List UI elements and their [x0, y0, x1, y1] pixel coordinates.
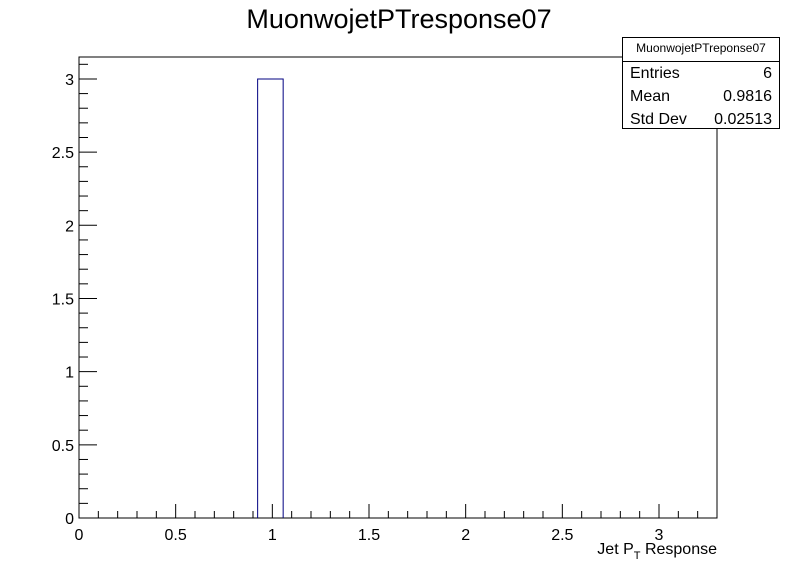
stats-box: MuonwojetPTreponse07 Entries 6 Mean 0.98…	[622, 37, 780, 129]
stddev-label: Std Dev	[630, 111, 687, 128]
y-tick-label: 0.5	[52, 438, 74, 455]
y-tick-label: 2	[65, 218, 74, 235]
x-tick-label: 2.5	[551, 527, 573, 544]
plot-frame	[78, 56, 718, 519]
mean-label: Mean	[630, 88, 671, 105]
x-axis-label: Jet PT Response	[597, 541, 717, 562]
x-tick-label: 3	[655, 527, 664, 544]
x-tick-label: 0	[75, 527, 84, 544]
mean-value: 0.9816	[723, 88, 772, 105]
y-tick-label: 1.5	[52, 291, 74, 308]
y-tick-label: 0	[65, 511, 74, 528]
x-tick-label: 1	[268, 527, 277, 544]
entries-value: 6	[763, 65, 772, 82]
stddev-value: 0.02513	[714, 111, 772, 128]
stats-row-mean: Mean 0.9816	[623, 85, 779, 108]
entries-label: Entries	[630, 65, 680, 82]
stats-row-entries: Entries 6	[623, 62, 779, 85]
x-tick-label: 1.5	[358, 527, 380, 544]
stats-row-stddev: Std Dev 0.02513	[623, 108, 779, 131]
histogram-bar-0	[257, 78, 284, 518]
stats-title: MuonwojetPTreponse07	[623, 38, 779, 62]
x-tick-label: 0.5	[165, 527, 187, 544]
x-tick-label: 2	[461, 527, 470, 544]
y-tick-label: 2.5	[52, 145, 74, 162]
y-tick-label: 1	[65, 365, 74, 382]
y-tick-label: 3	[65, 72, 74, 89]
chart-title: MuonwojetPTresponse07	[246, 4, 552, 34]
